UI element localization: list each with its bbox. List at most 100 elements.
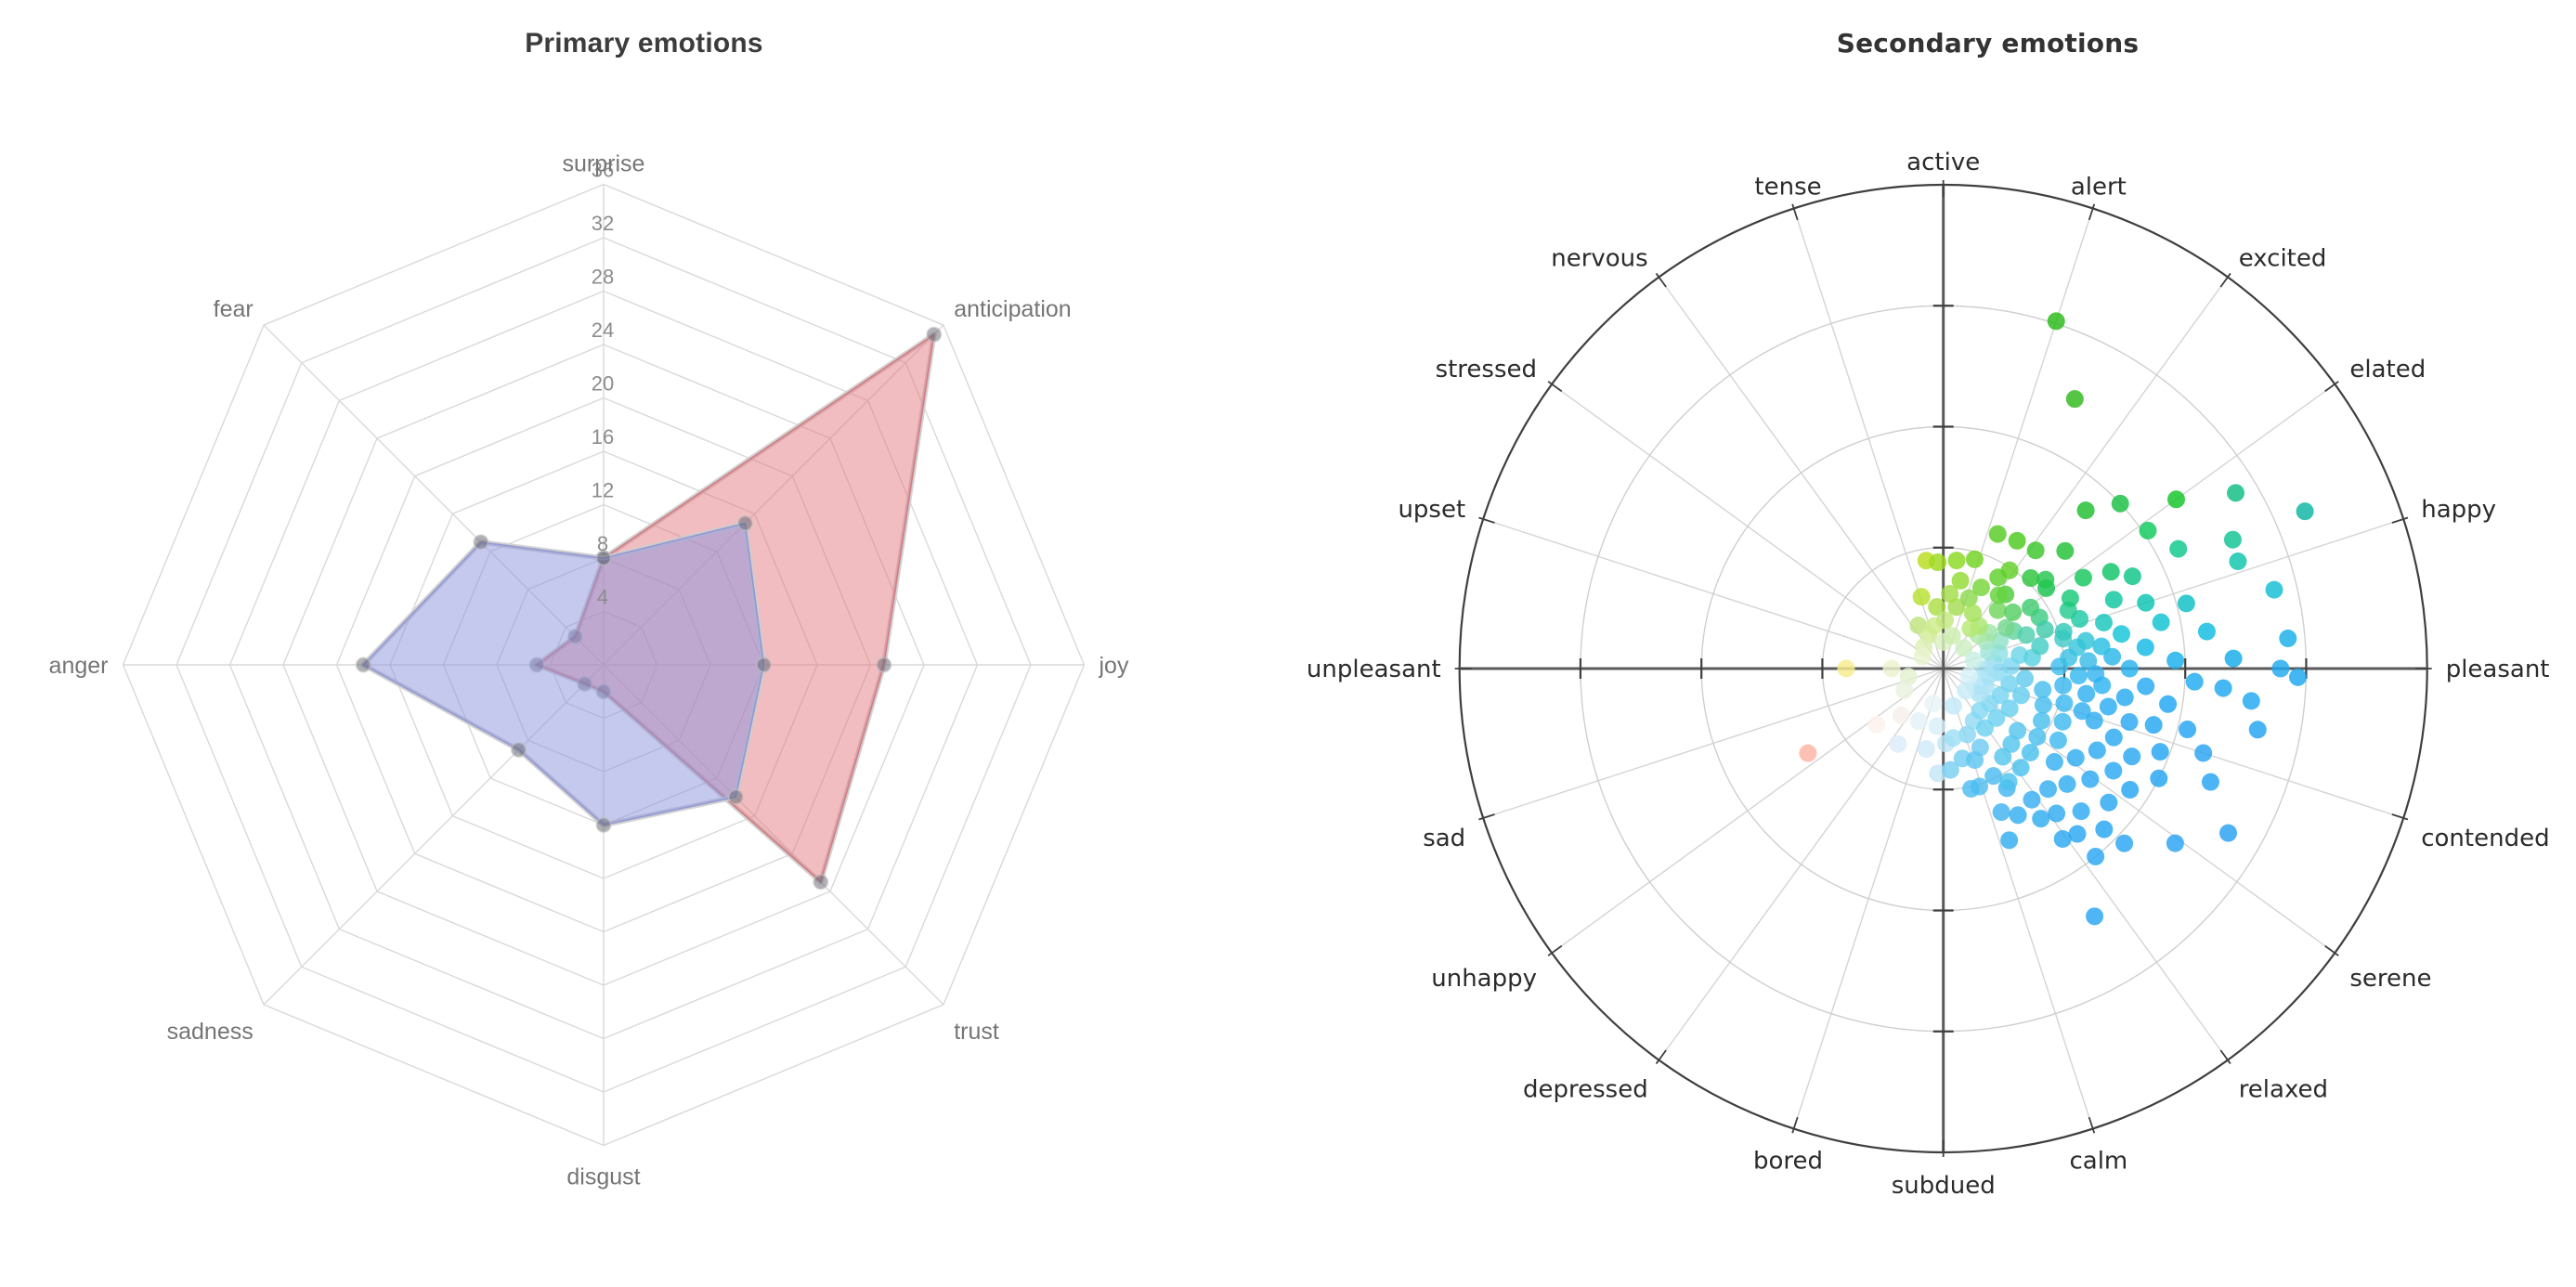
polar-axis-label-tense: tense: [1754, 173, 1821, 201]
polar-axis-label-relaxed: relaxed: [2239, 1076, 2328, 1104]
polar-angular-tick: [1655, 272, 1667, 288]
red-series-marker: [926, 326, 943, 343]
scatter-point: [2069, 667, 2088, 685]
scatter-point: [2072, 802, 2090, 821]
scatter-point: [2054, 676, 2073, 695]
scatter-point: [1944, 696, 1962, 715]
polar-angular-tick: [1791, 203, 1799, 221]
scatter-point: [2144, 716, 2163, 734]
blue-series-marker: [595, 550, 612, 566]
scatter-point: [2194, 744, 2213, 762]
scatter-point: [2021, 743, 2039, 761]
scatter-point: [2056, 541, 2075, 560]
radar-axis-label-fear: fear: [214, 296, 254, 322]
scatter-point: [2137, 677, 2155, 696]
scatter-point: [1989, 568, 2008, 587]
radar-tick-label: 24: [592, 318, 614, 342]
scatter-point: [1947, 552, 1966, 570]
scatter-point: [1988, 601, 2007, 619]
scatter-point: [1799, 744, 1817, 762]
polar-axis-label-active: active: [1906, 149, 1980, 176]
scatter-point: [2032, 810, 2050, 828]
scatter-point: [2004, 603, 2023, 621]
scatter-point: [2036, 620, 2054, 639]
scatter-point: [2166, 490, 2185, 509]
scatter-point: [1867, 715, 1886, 734]
scatter-point: [2074, 568, 2092, 587]
polar-angular-tick: [1791, 1116, 1799, 1134]
scatter-point: [1929, 553, 1947, 572]
scatter-point: [2000, 831, 2019, 850]
scatter-point: [1895, 681, 1914, 699]
polar-angular-tick: [1655, 1049, 1667, 1065]
radar-ring: [389, 450, 818, 879]
polar-angular-tick: [1547, 381, 1563, 393]
scatter-point: [2073, 702, 2091, 721]
radar-tick-label: 28: [592, 266, 614, 289]
scatter-point: [2224, 649, 2243, 668]
polar-axis-label-excited: excited: [2239, 244, 2327, 272]
scatter-point: [2054, 622, 2073, 641]
scatter-point: [1955, 639, 1973, 657]
polar-angular-tick: [2088, 1116, 2096, 1134]
scatter-point: [2047, 312, 2065, 331]
radar-tick-label: 16: [592, 425, 614, 448]
scatter-point: [1976, 719, 1995, 737]
blue-series-marker: [736, 515, 753, 532]
scatter-point: [2115, 688, 2134, 707]
scatter-point: [2166, 834, 2184, 852]
scatter-point: [2101, 563, 2120, 581]
polar-scatter-chart: active alert excited elated happy pleasant con…: [1307, 149, 2550, 1200]
scatter-point: [2076, 631, 2095, 650]
scatter-point: [2248, 721, 2267, 739]
scatter-point: [1962, 779, 1981, 798]
radar-ring: [335, 396, 872, 933]
polar-axis-label-stressed: stressed: [1436, 356, 1537, 384]
polar-angular-tick: [1478, 516, 1495, 524]
scatter-point: [2100, 793, 2118, 812]
scatter-point: [2038, 780, 2057, 799]
scatter-point: [2023, 790, 2041, 809]
polar-axis-label-bored: bored: [1753, 1148, 1823, 1176]
scatter-point: [2094, 613, 2113, 631]
scatter-point: [1892, 706, 1910, 724]
scatter-point: [1959, 666, 1978, 684]
radar-tick-label: 4: [597, 586, 608, 609]
polar-axis-label-sad: sad: [1423, 825, 1465, 852]
radar-ring: [176, 237, 1032, 1093]
polar-angular-tick: [1547, 944, 1563, 956]
radar-axis-label-sadness: sadness: [167, 1019, 254, 1045]
scatter-point: [2036, 570, 2055, 589]
radar-axis-label-trust: trust: [954, 1019, 999, 1045]
scatter-point: [2087, 847, 2105, 865]
scatter-point: [2152, 613, 2170, 631]
scatter-point: [2223, 530, 2242, 549]
scatter-point: [2139, 521, 2157, 540]
scatter-point: [2214, 679, 2232, 697]
scatter-point: [2060, 648, 2078, 667]
scatter-point: [2053, 712, 2072, 731]
polar-angular-tick: [2324, 944, 2339, 956]
scatter-point: [2017, 626, 2036, 644]
scatter-point: [1997, 618, 2015, 637]
scatter-point: [2031, 637, 2049, 656]
scatter-point: [1913, 647, 1932, 666]
scatter-point: [1924, 695, 1943, 713]
polar-angular-tick: [2391, 813, 2409, 821]
scatter-point: [2136, 638, 2154, 656]
scatter-point: [1964, 651, 1983, 670]
scatter-point: [2026, 541, 2045, 560]
scatter-point: [2049, 731, 2067, 749]
radar-ring: [282, 344, 925, 986]
scatter-point: [2022, 569, 2040, 588]
scatter-point: [2197, 622, 2216, 641]
scatter-point: [1928, 717, 1946, 735]
polar-axis-label-nervous: nervous: [1551, 244, 1647, 272]
radar-tick-label: 20: [592, 372, 614, 396]
scatter-point: [2085, 711, 2103, 730]
secondary-emotions-title: Secondary emotions: [1836, 28, 2140, 58]
polar-axis-label-alert: alert: [2071, 173, 2127, 201]
radar-tick-label: 36: [592, 159, 614, 182]
blue-series-marker: [511, 741, 527, 758]
scatter-point: [1941, 760, 1959, 779]
